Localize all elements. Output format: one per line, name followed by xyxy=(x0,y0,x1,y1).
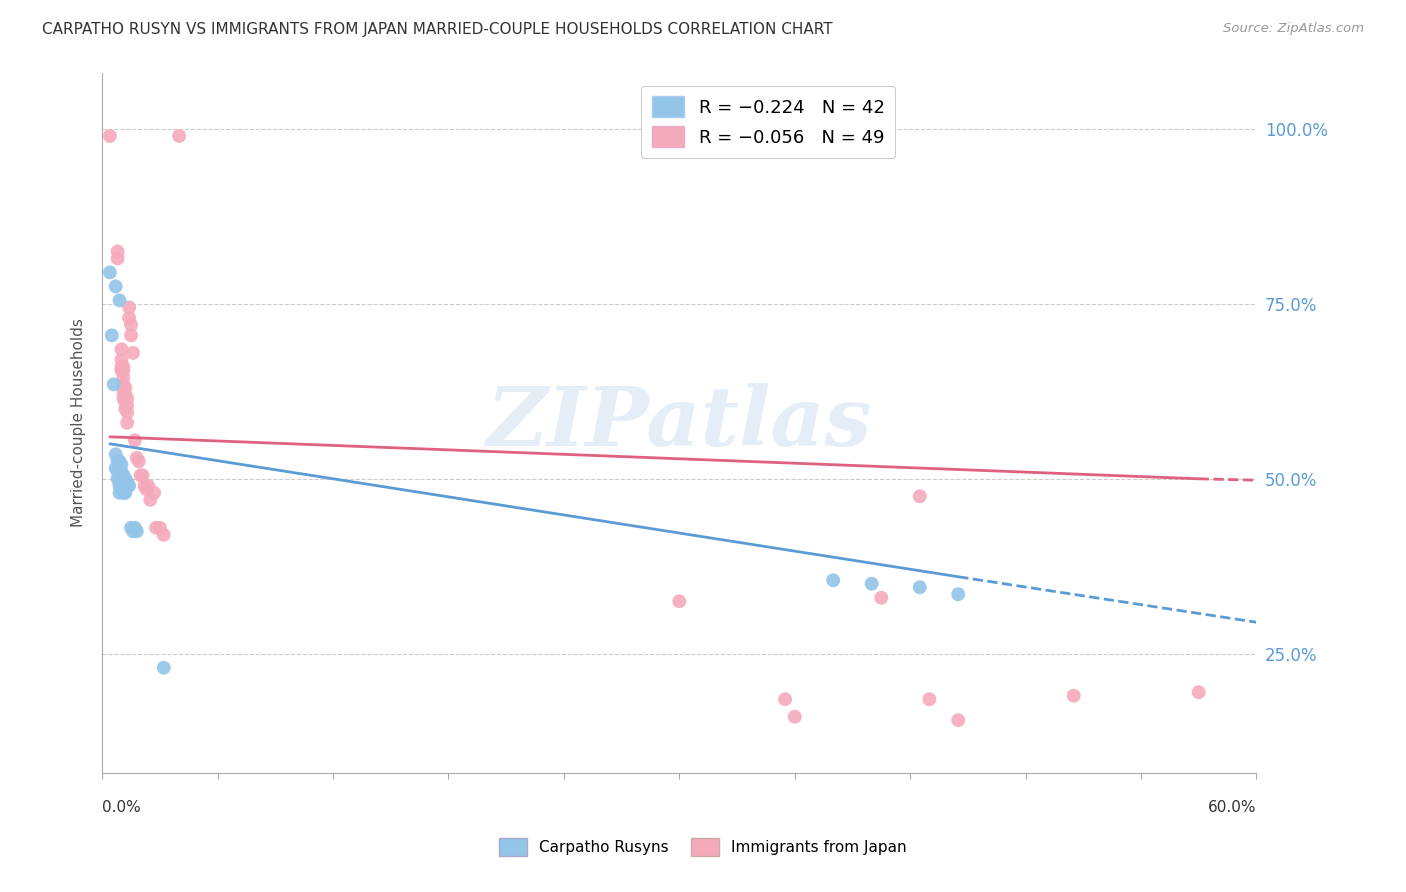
Point xyxy=(112,475,135,490)
Point xyxy=(110,352,132,367)
Text: 0.0%: 0.0% xyxy=(103,799,141,814)
Point xyxy=(112,384,135,399)
Point xyxy=(104,279,127,293)
Point xyxy=(115,392,138,406)
Point xyxy=(114,401,136,416)
Point xyxy=(860,576,883,591)
Point xyxy=(114,388,136,402)
Point xyxy=(149,521,172,535)
Point xyxy=(1063,689,1085,703)
Point xyxy=(110,483,132,497)
Point xyxy=(107,244,129,259)
Point xyxy=(122,524,145,539)
Point xyxy=(948,587,970,601)
Point xyxy=(823,574,845,588)
Point xyxy=(114,475,136,490)
Point xyxy=(108,485,131,500)
Point xyxy=(143,485,166,500)
Point xyxy=(114,394,136,409)
Point xyxy=(104,447,127,461)
Point xyxy=(112,377,135,392)
Point xyxy=(98,128,121,143)
Point xyxy=(139,492,162,507)
Point xyxy=(114,472,136,486)
Point xyxy=(112,359,135,374)
Point xyxy=(114,381,136,395)
Point xyxy=(107,472,129,486)
Point xyxy=(107,465,129,479)
Point xyxy=(125,450,148,465)
Point xyxy=(103,377,125,392)
Point xyxy=(112,370,135,384)
Point xyxy=(110,472,132,486)
Point xyxy=(668,594,690,608)
Point xyxy=(125,524,148,539)
Point xyxy=(115,416,138,430)
Point xyxy=(114,485,136,500)
Point xyxy=(118,479,141,493)
Point xyxy=(108,461,131,475)
Point xyxy=(108,475,131,490)
Point xyxy=(124,521,146,535)
Legend: Carpatho Rusyns, Immigrants from Japan: Carpatho Rusyns, Immigrants from Japan xyxy=(494,832,912,862)
Text: CARPATHO RUSYN VS IMMIGRANTS FROM JAPAN MARRIED-COUPLE HOUSEHOLDS CORRELATION CH: CARPATHO RUSYN VS IMMIGRANTS FROM JAPAN … xyxy=(42,22,832,37)
Point xyxy=(110,359,132,374)
Text: Source: ZipAtlas.com: Source: ZipAtlas.com xyxy=(1223,22,1364,36)
Point xyxy=(110,458,132,472)
Point xyxy=(129,468,152,483)
Point xyxy=(1188,685,1211,699)
Point xyxy=(152,528,174,542)
Point xyxy=(101,328,124,343)
Point xyxy=(131,468,153,483)
Point xyxy=(115,405,138,419)
Point xyxy=(120,328,142,343)
Point xyxy=(908,580,931,594)
Point xyxy=(122,346,145,360)
Point xyxy=(138,479,160,493)
Text: 60.0%: 60.0% xyxy=(1208,799,1257,814)
Point xyxy=(120,521,142,535)
Point xyxy=(918,692,941,706)
Point xyxy=(110,479,132,493)
Point xyxy=(115,479,138,493)
Point xyxy=(145,521,167,535)
Point xyxy=(110,465,132,479)
Point xyxy=(134,479,156,493)
Point xyxy=(107,454,129,468)
Point xyxy=(107,252,129,266)
Point xyxy=(948,713,970,727)
Point xyxy=(110,343,132,357)
Point xyxy=(114,479,136,493)
Point xyxy=(152,661,174,675)
Point xyxy=(773,692,796,706)
Point xyxy=(118,301,141,315)
Point xyxy=(135,483,157,497)
Point xyxy=(128,454,150,468)
Point xyxy=(908,489,931,503)
Point xyxy=(98,265,121,279)
Text: ZIPatlas: ZIPatlas xyxy=(486,383,872,463)
Point xyxy=(115,475,138,490)
Point xyxy=(112,468,135,483)
Point xyxy=(120,318,142,332)
Point xyxy=(110,475,132,490)
Point xyxy=(112,479,135,493)
Point xyxy=(112,485,135,500)
Point xyxy=(124,434,146,448)
Point xyxy=(110,363,132,377)
Point xyxy=(112,392,135,406)
Point xyxy=(870,591,893,605)
Point xyxy=(112,363,135,377)
Point xyxy=(104,461,127,475)
Point xyxy=(118,310,141,325)
Point xyxy=(115,398,138,412)
Point xyxy=(108,479,131,493)
Point xyxy=(108,454,131,468)
Legend: R = −0.224   N = 42, R = −0.056   N = 49: R = −0.224 N = 42, R = −0.056 N = 49 xyxy=(641,86,896,158)
Point xyxy=(783,709,806,723)
Point xyxy=(167,128,190,143)
Y-axis label: Married-couple Households: Married-couple Households xyxy=(72,318,86,527)
Point xyxy=(108,468,131,483)
Point xyxy=(108,293,131,308)
